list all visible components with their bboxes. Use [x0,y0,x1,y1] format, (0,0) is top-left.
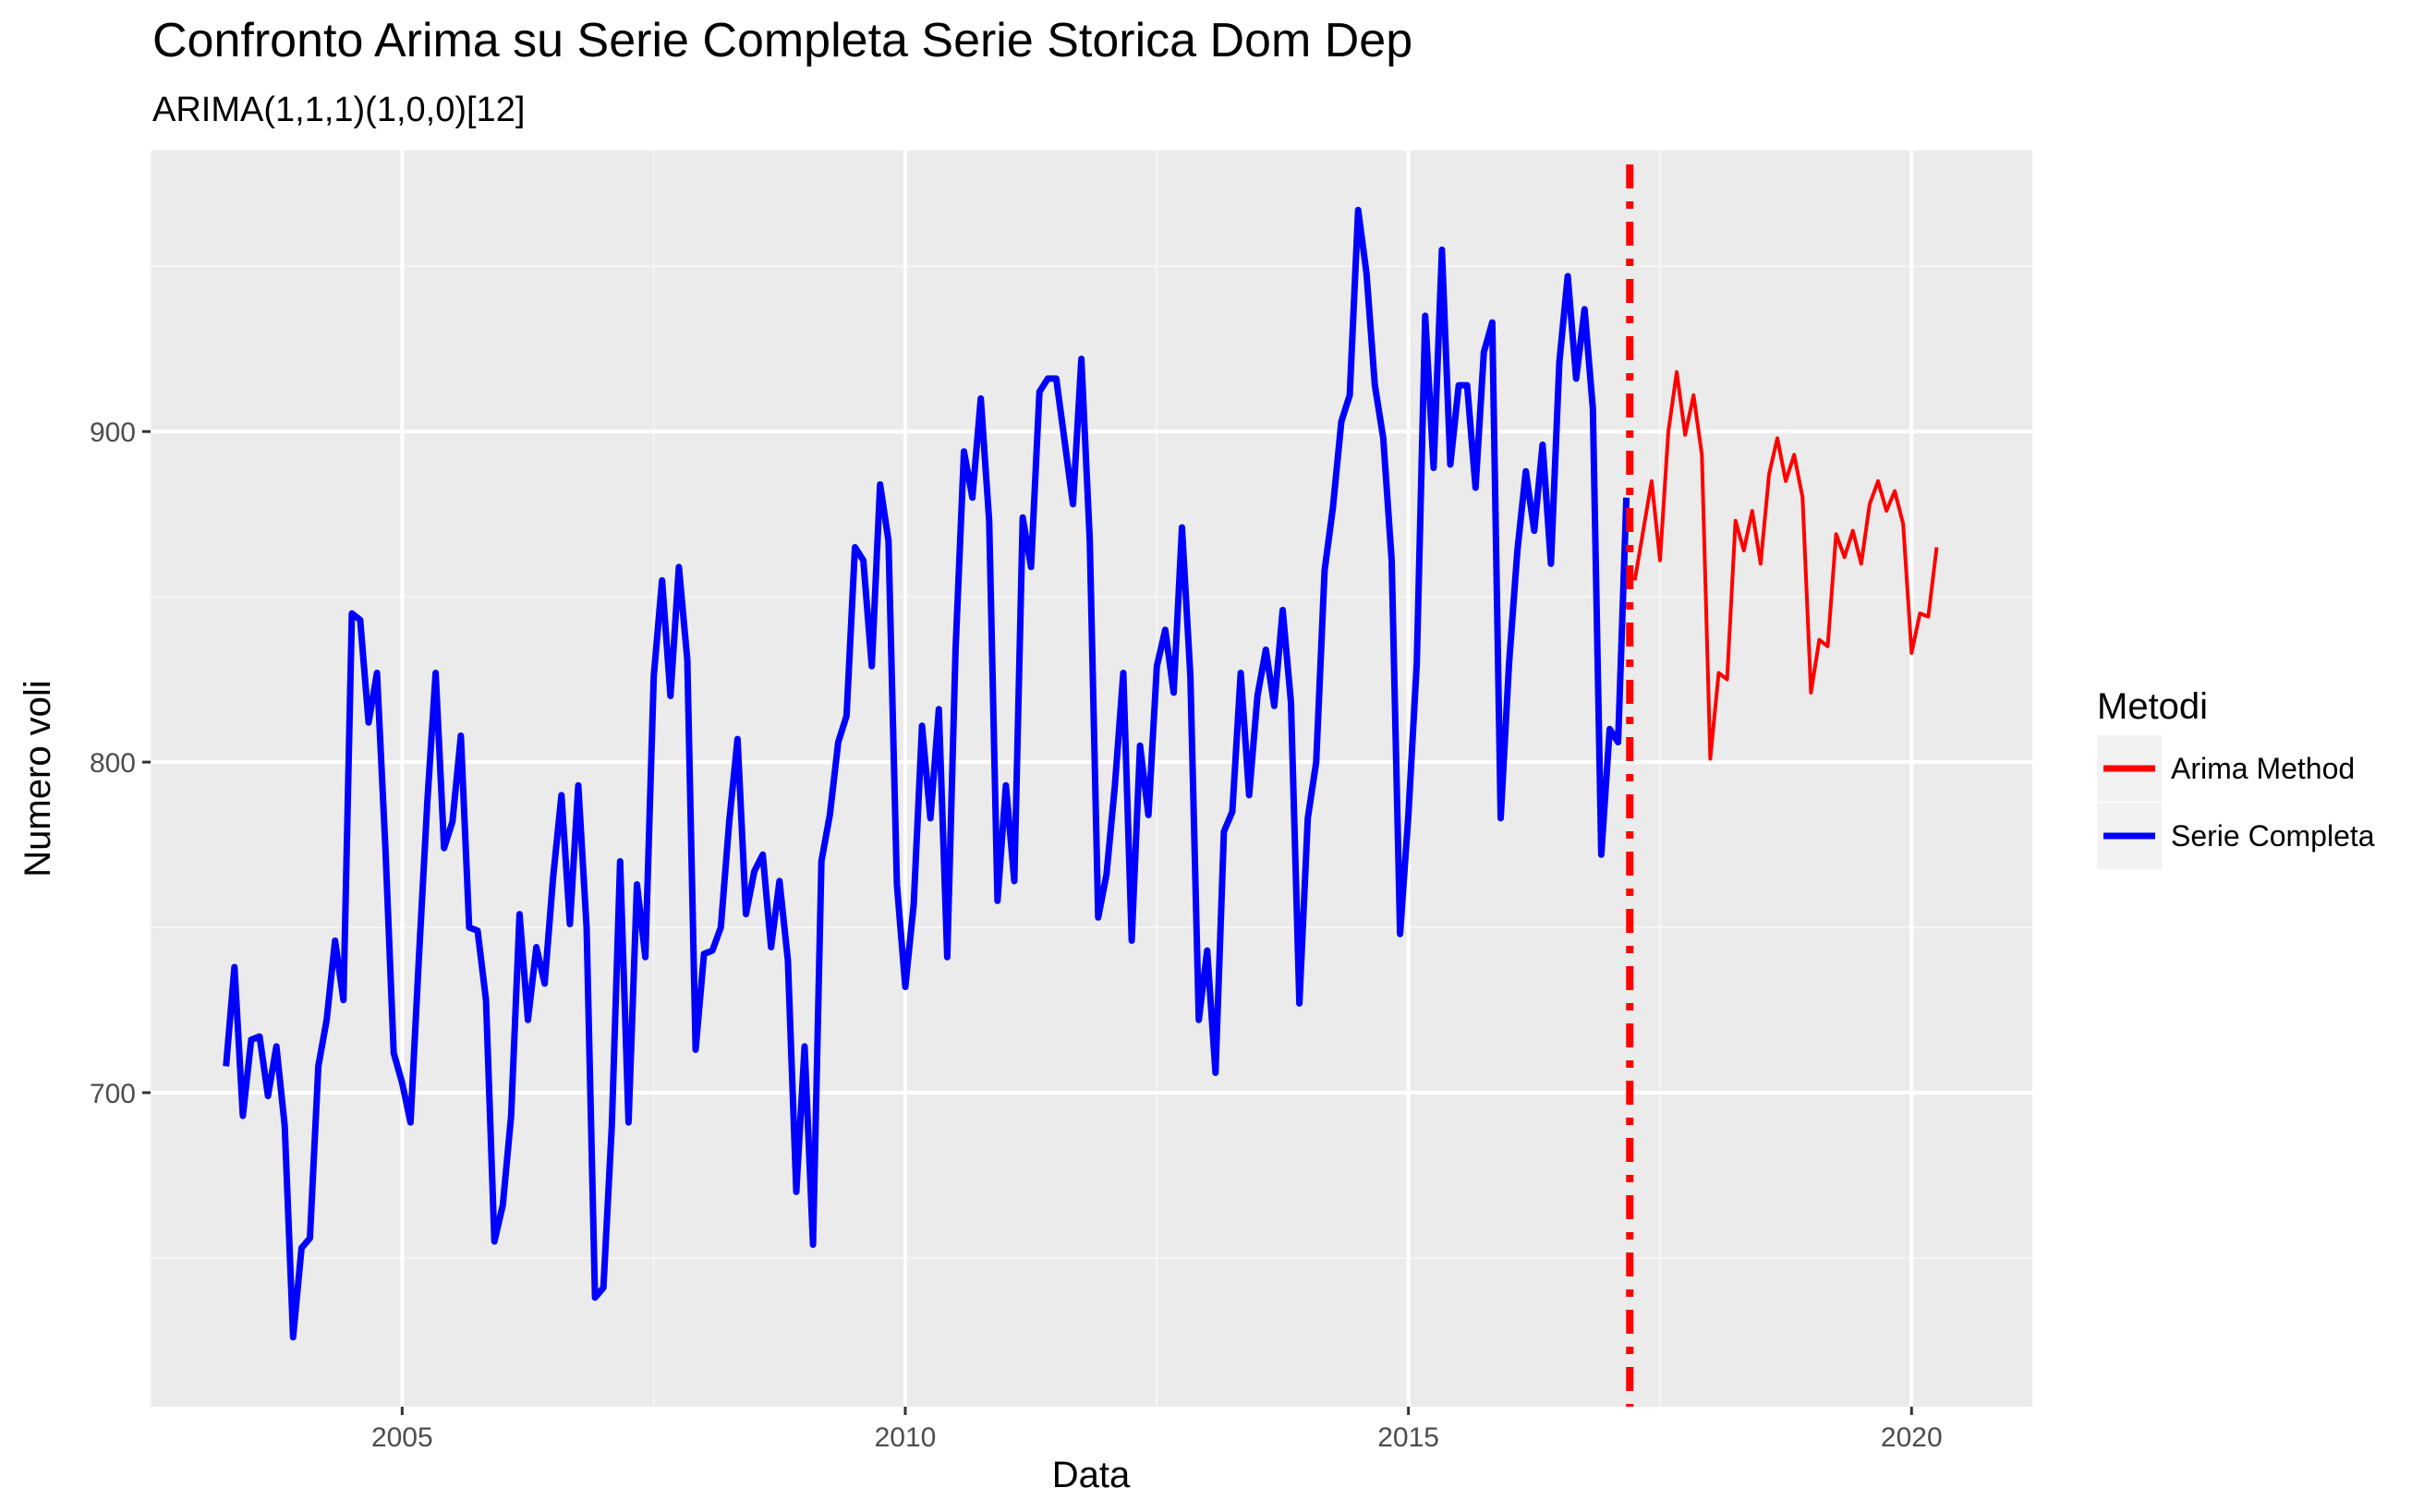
x-tick-label: 2020 [1881,1422,1943,1453]
x-axis: 2005 2010 2015 2020 [371,1407,1943,1453]
legend-label: Serie Completa [2171,819,2375,853]
series-line-serie-completa [223,206,1630,1341]
x-tick-label: 2015 [1377,1422,1439,1453]
chart-title: Confronto Arima su Serie Completa Serie … [152,14,1413,67]
series-line-arima-method [1632,369,1939,761]
legend-items: Arima Method Serie Completa [2097,735,2375,869]
chart-subtitle: ARIMA(1,1,1)(1,0,0)[12] [152,91,526,129]
y-tick-label: 700 [90,1079,136,1109]
legend-title: Metodi [2097,686,2208,727]
x-tick-label: 2010 [875,1422,937,1453]
x-tick-label: 2005 [371,1422,433,1453]
x-axis-title: Data [1052,1455,1131,1495]
y-tick-label: 800 [90,748,136,779]
plot-panel [151,151,2032,1407]
series-layer [223,206,1939,1341]
legend-label: Arima Method [2171,752,2355,785]
y-axis: 700 800 900 [90,417,151,1109]
y-axis-title: Numero voli [18,680,58,877]
legend: Metodi Arima Method Serie Completa [2097,686,2375,869]
y-tick-label: 900 [90,417,136,448]
